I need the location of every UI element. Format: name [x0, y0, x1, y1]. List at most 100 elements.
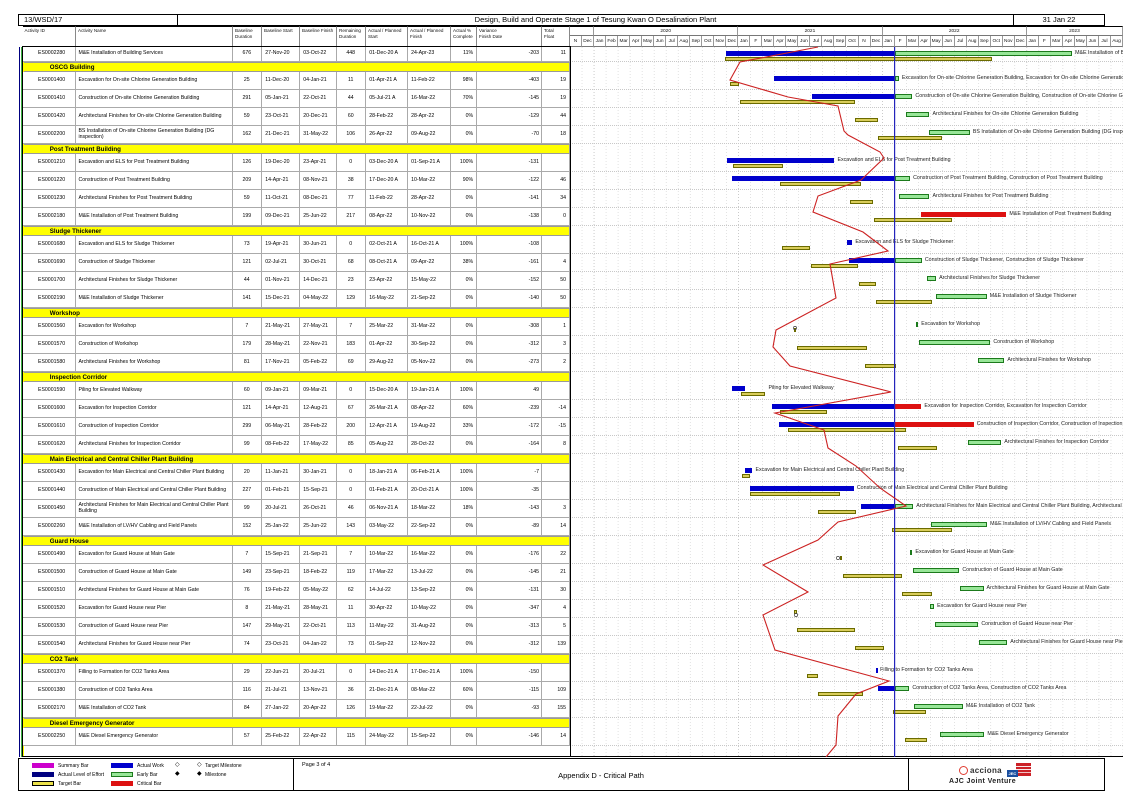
timeline-month: Jan — [1026, 36, 1039, 47]
gantt-row-line — [570, 453, 1123, 454]
cell-bl_finish: 22-Apr-22 — [300, 728, 338, 746]
cell-pct: 70% — [451, 90, 478, 108]
cell-act_finish: 08-Mar-22 — [408, 682, 452, 700]
bar-label: Excavation for On-site Chlorine Generati… — [901, 75, 1123, 81]
cell-rem_dur: 38 — [337, 172, 367, 190]
gantt-row-line — [570, 745, 1123, 746]
cell-float: 46 — [542, 172, 571, 190]
gantt-row-line — [570, 517, 1123, 518]
bar-label: Architectural Finishes for Post Treatmen… — [932, 193, 1049, 199]
gantt-row-line — [570, 335, 1123, 336]
cell-pct: 98% — [451, 72, 478, 90]
cell-act_finish: 09-Apr-22 — [408, 254, 452, 272]
cell-rem_dur: 119 — [337, 564, 367, 582]
cell-rem_dur: 200 — [337, 418, 367, 436]
bar-early — [930, 603, 935, 609]
bar-target — [794, 328, 797, 332]
bar-actual — [772, 403, 895, 409]
timeline-month: Jun — [654, 36, 667, 47]
cell-id: ES0001560 — [23, 318, 77, 336]
legend-item: Actual Level of Effort — [32, 772, 112, 779]
bar-label: M&E Diesel Emergency Generator — [987, 731, 1069, 737]
section-band: CO2 Tank — [23, 654, 570, 664]
bar-target — [892, 710, 927, 714]
activity-row: ES0002250 M&E Diesel Emergency Generator 5… — [22, 728, 571, 746]
cell-bl_finish: 22-Oct-21 — [300, 90, 338, 108]
cell-variance: -172 — [477, 418, 543, 436]
cell-id: ES0002260 — [23, 518, 77, 536]
cell-float: 19 — [542, 90, 571, 108]
logo-row: acciona JEC — [959, 763, 1031, 777]
cell-act_start: 18-Jan-21 A — [366, 464, 409, 482]
cell-bl_start: 21-May-21 — [262, 600, 301, 618]
bar-target — [810, 264, 858, 268]
bar-early — [898, 193, 930, 199]
bar-target — [724, 57, 992, 61]
cell-float: 44 — [542, 108, 571, 126]
cell-name: Construction of Guard House near Pier — [76, 618, 234, 636]
gantt-row-line — [570, 481, 1123, 482]
timeline-month: Oct — [990, 36, 1003, 47]
legend-swatch-ale — [32, 772, 54, 777]
cell-act_start: 16-May-22 — [366, 290, 409, 308]
cell-pct: 33% — [451, 418, 478, 436]
cell-float: 11 — [542, 47, 571, 62]
bar-target — [855, 646, 884, 650]
cell-float: 4 — [542, 600, 571, 618]
timeline-year-2020: 2020 — [594, 26, 739, 36]
cell-bl_finish: 05-May-22 — [300, 582, 338, 600]
cell-float: 3 — [542, 500, 571, 518]
cell-bl_start: 11-Jan-21 — [262, 464, 301, 482]
cell-rem_dur: 113 — [337, 618, 367, 636]
cell-id: ES0001520 — [23, 600, 77, 618]
bar-actual — [727, 157, 835, 163]
activity-row: ES0001410 Construction of On-site Chlorin… — [22, 90, 571, 108]
cell-id: ES0001590 — [23, 382, 77, 400]
cell-bl_dur: 59 — [233, 190, 263, 208]
bar-target — [891, 528, 953, 532]
cell-bl_start: 29-May-21 — [262, 618, 301, 636]
cell-act_finish: 30-Sep-22 — [408, 336, 452, 354]
activity-row: ES0002180 M&E Installation of Post Treatm… — [22, 208, 571, 226]
timeline-month: Apr — [774, 36, 787, 47]
cell-variance: -35 — [477, 482, 543, 500]
cell-variance: -93 — [477, 700, 543, 718]
cell-name: Construction of On-site Chlorine Generat… — [76, 90, 234, 108]
cell-act_start: 01-Sep-22 — [366, 636, 409, 654]
cell-rem_dur: 60 — [337, 108, 367, 126]
bar-label: Architectural Finishes for On-site Chlor… — [932, 111, 1079, 117]
cscec-logo-icon — [1015, 763, 1031, 776]
bar-early — [918, 339, 991, 345]
cell-variance: -176 — [477, 546, 543, 564]
cell-bl_finish: 30-Oct-21 — [300, 254, 338, 272]
cell-bl_finish: 12-Aug-21 — [300, 400, 338, 418]
cell-variance: -152 — [477, 272, 543, 290]
cell-pct: 0% — [451, 436, 478, 454]
cell-act_finish: 28-Oct-22 — [408, 436, 452, 454]
bar-label: Construction of Inspection Corridor, Con… — [976, 421, 1123, 427]
cell-act_finish: 10-May-22 — [408, 600, 452, 618]
cell-id: ES0001580 — [23, 354, 77, 372]
bar-actual — [732, 175, 895, 181]
timeline-month: May — [642, 36, 655, 47]
footer-middle: Page 3 of 4 Appendix D - Critical Path — [294, 759, 909, 790]
timeline-month: May — [930, 36, 943, 47]
cell-pct: 100% — [451, 482, 478, 500]
cell-rem_dur: 46 — [337, 500, 367, 518]
cell-bl_finish: 17-May-22 — [300, 436, 338, 454]
cell-act_finish: 05-Nov-22 — [408, 354, 452, 372]
cell-bl_finish: 26-Oct-21 — [300, 500, 338, 518]
cell-bl_dur: 147 — [233, 618, 263, 636]
cell-rem_dur: 69 — [337, 354, 367, 372]
cell-bl_finish: 14-Dec-21 — [300, 272, 338, 290]
cell-pct: 0% — [451, 700, 478, 718]
logo-block: acciona JEC AJC Joint Venture — [909, 759, 1104, 790]
cell-float: 2 — [542, 354, 571, 372]
cell-act_start: 11-Feb-22 — [366, 190, 409, 208]
cell-bl_finish: 28-Feb-22 — [300, 418, 338, 436]
section-band: Workshop — [23, 308, 570, 318]
section-band: OSCG Building — [23, 62, 570, 72]
cell-pct: 0% — [451, 728, 478, 746]
activity-row: ES0001680 Excavation and ELS for Sludge T… — [22, 236, 571, 254]
cell-act_start: 28-Feb-22 — [366, 108, 409, 126]
